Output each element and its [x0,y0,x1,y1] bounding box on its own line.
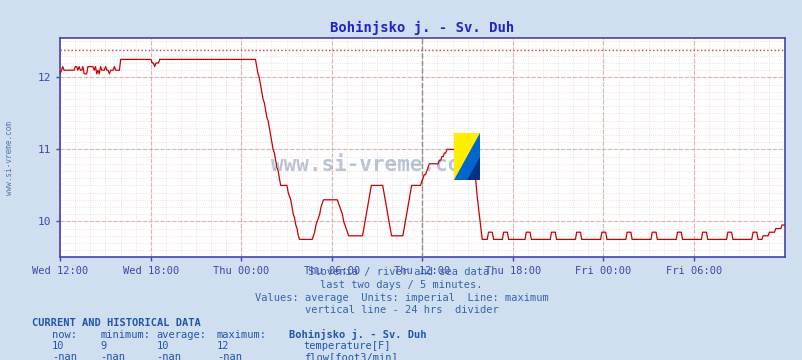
Text: average:: average: [156,330,206,340]
Text: last two days / 5 minutes.: last two days / 5 minutes. [320,280,482,290]
Text: -nan: -nan [100,352,125,360]
Text: vertical line - 24 hrs  divider: vertical line - 24 hrs divider [304,305,498,315]
Text: minimum:: minimum: [100,330,150,340]
Text: 12: 12 [217,341,229,351]
Polygon shape [453,133,480,180]
Text: Slovenia / river and sea data.: Slovenia / river and sea data. [307,267,495,278]
Title: Bohinjsko j. - Sv. Duh: Bohinjsko j. - Sv. Duh [330,21,514,35]
Text: 10: 10 [156,341,169,351]
Text: Bohinjsko j. - Sv. Duh: Bohinjsko j. - Sv. Duh [289,329,426,340]
Text: flow[foot3/min]: flow[foot3/min] [303,352,397,360]
Text: www.si-vreme.com: www.si-vreme.com [5,121,14,195]
Text: temperature[F]: temperature[F] [303,341,391,351]
Polygon shape [453,133,480,180]
Text: 9: 9 [100,341,107,351]
Polygon shape [466,157,480,180]
Text: -nan: -nan [52,352,77,360]
Text: Values: average  Units: imperial  Line: maximum: Values: average Units: imperial Line: ma… [254,293,548,303]
Text: -nan: -nan [217,352,241,360]
Text: CURRENT AND HISTORICAL DATA: CURRENT AND HISTORICAL DATA [32,318,200,328]
Text: -nan: -nan [156,352,181,360]
Text: maximum:: maximum: [217,330,266,340]
Text: now:: now: [52,330,77,340]
Text: 10: 10 [52,341,65,351]
Text: www.si-vreme.com: www.si-vreme.com [270,155,472,175]
